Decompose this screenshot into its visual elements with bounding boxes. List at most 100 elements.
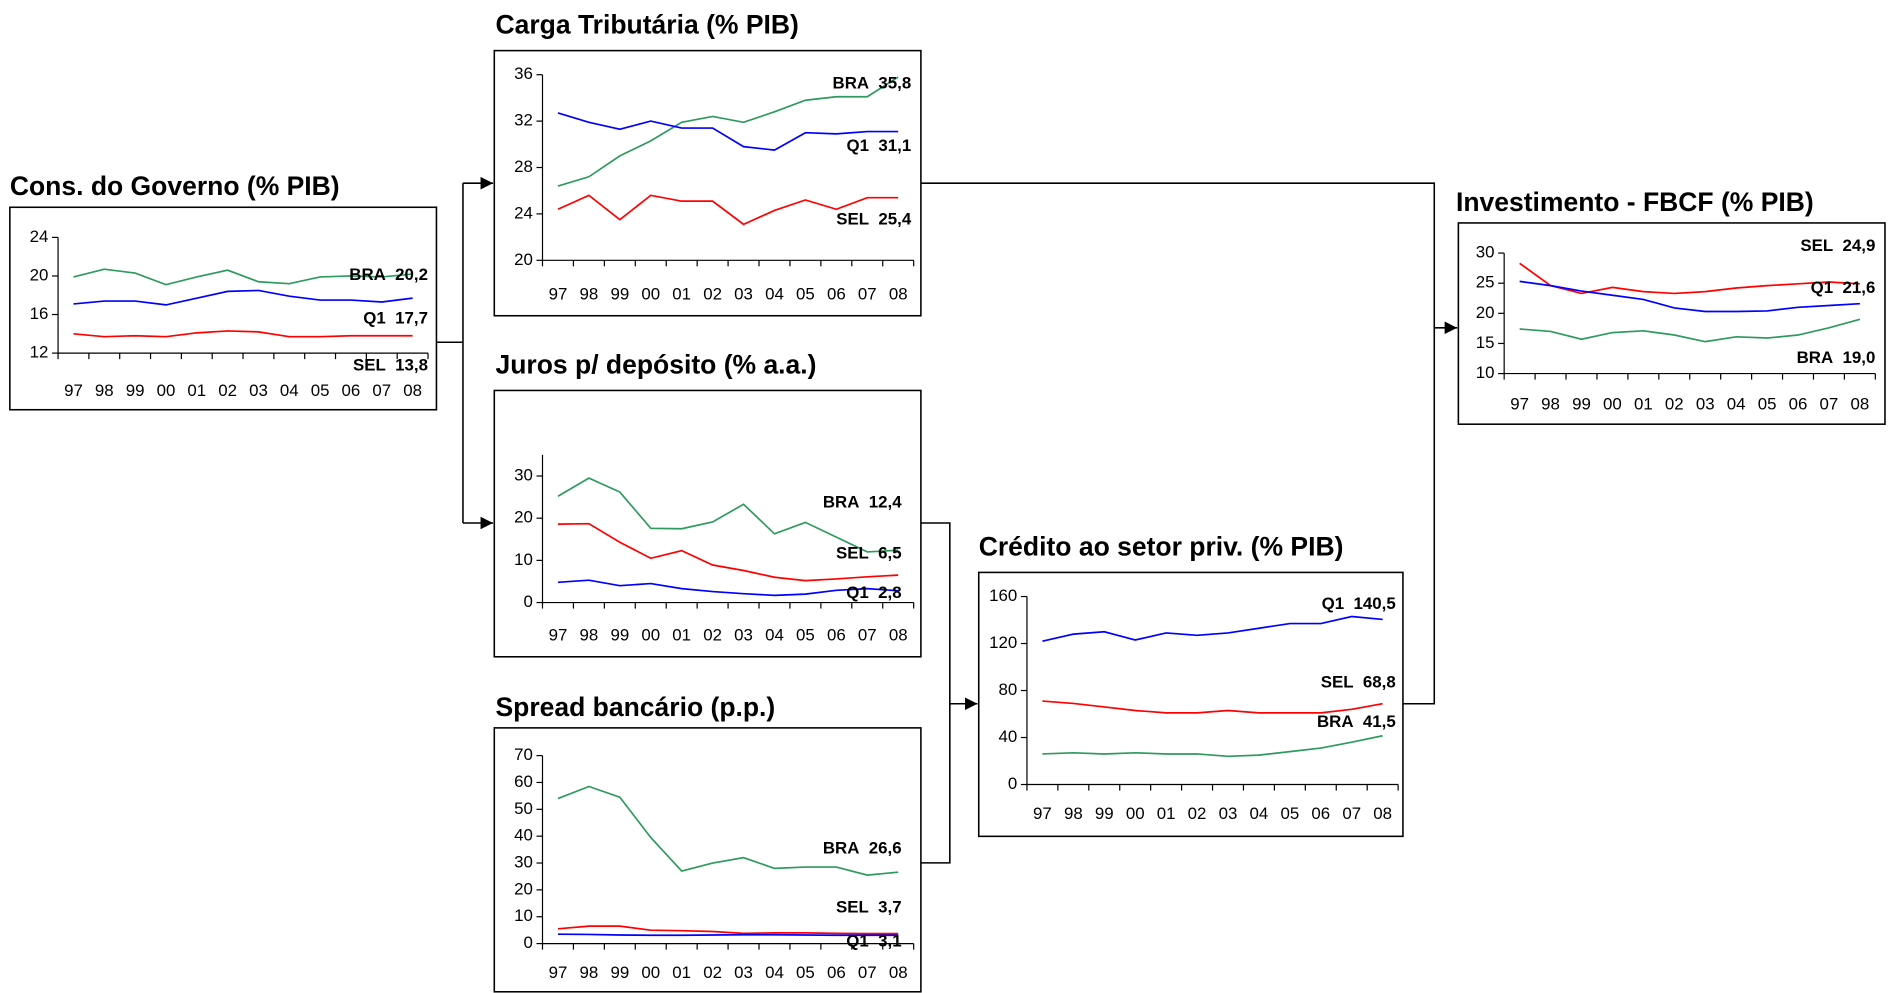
x-tick-label: 98: [580, 285, 599, 304]
x-tick-label: 99: [610, 285, 629, 304]
y-tick-label: 30: [1476, 243, 1495, 262]
series-name: SEL: [1321, 673, 1354, 692]
value-label: 140,5: [1354, 594, 1396, 613]
x-tick-label: 02: [703, 963, 722, 982]
x-tick-label: 02: [703, 626, 722, 645]
value-label: 3,1: [878, 932, 901, 951]
series-line: [1042, 734, 1383, 758]
series-line: [557, 785, 899, 876]
x-tick-label: 03: [734, 285, 753, 304]
x-tick-label: 99: [610, 626, 629, 645]
x-tick-label: 05: [796, 285, 815, 304]
x-tick-label: 98: [580, 963, 599, 982]
y-tick-label: 12: [30, 343, 49, 362]
value-label: 25,4: [878, 210, 911, 229]
end-label: SEL 3,7: [836, 898, 902, 917]
x-tick-label: 08: [403, 381, 422, 400]
series-line: [1042, 700, 1383, 714]
series-name: Q1: [846, 932, 869, 951]
x-tick-label: 06: [342, 381, 361, 400]
series-line: [73, 268, 413, 286]
end-label: BRA 12,4: [823, 493, 902, 512]
value-label: 31,1: [878, 136, 911, 155]
x-tick-label: 05: [311, 381, 330, 400]
y-tick-label: 20: [30, 265, 49, 284]
value-label: 12,4: [869, 493, 902, 512]
series-name: BRA: [1797, 349, 1834, 368]
end-label: SEL 68,8: [1321, 673, 1396, 692]
y-tick-label: 0: [523, 933, 532, 952]
y-tick-label: 60: [514, 772, 533, 791]
x-tick-label: 00: [641, 285, 660, 304]
x-tick-label: 00: [641, 626, 660, 645]
y-tick-label: 0: [1008, 774, 1017, 793]
y-tick-label: 50: [514, 799, 533, 818]
connector: [920, 522, 951, 864]
series-name: SEL: [353, 356, 386, 375]
y-tick-label: 30: [514, 852, 533, 871]
y-tick-label: 40: [999, 727, 1018, 746]
x-tick-label: 06: [1311, 804, 1330, 823]
end-label: BRA 35,8: [833, 74, 912, 93]
y-tick-label: 25: [1476, 273, 1495, 292]
x-tick-label: 02: [703, 285, 722, 304]
x-tick-label: 97: [64, 381, 83, 400]
value-label: 68,8: [1363, 673, 1396, 692]
end-label: BRA 19,0: [1797, 349, 1876, 368]
x-tick-label: 03: [1219, 804, 1238, 823]
x-tick-label: 03: [734, 963, 753, 982]
end-label: Q1 3,1: [846, 932, 901, 951]
x-tick-label: 97: [1033, 804, 1052, 823]
series-line: [557, 579, 899, 597]
chart-title: Cons. do Governo (% PIB): [10, 171, 340, 201]
x-tick-label: 04: [1727, 394, 1746, 413]
series-name: SEL: [1800, 236, 1833, 255]
x-tick-label: 99: [1095, 804, 1114, 823]
x-tick-label: 05: [1280, 804, 1299, 823]
chart-panel: [1457, 222, 1886, 425]
y-tick-label: 24: [30, 227, 49, 246]
series-line: [557, 194, 899, 226]
x-tick-label: 00: [1603, 394, 1622, 413]
series-name: SEL: [836, 544, 869, 563]
x-tick-label: 01: [1157, 804, 1176, 823]
end-label: Q1 31,1: [847, 136, 912, 155]
end-label: SEL 6,5: [836, 544, 902, 563]
x-tick-label: 07: [858, 626, 877, 645]
series-line: [1042, 615, 1383, 642]
series-name: BRA: [823, 493, 860, 512]
y-tick-label: 70: [514, 745, 533, 764]
series-name: BRA: [833, 74, 870, 93]
end-label: SEL 13,8: [353, 356, 428, 375]
series-line: [557, 925, 899, 935]
x-tick-label: 06: [827, 963, 846, 982]
chart: Crédito ao setor priv. (% PIB)0408012016…: [977, 532, 1404, 838]
series-name: BRA: [1317, 713, 1354, 732]
series-line: [557, 477, 899, 553]
y-tick-label: 20: [514, 508, 533, 527]
series-line: [1519, 280, 1860, 313]
x-tick-label: 01: [672, 285, 691, 304]
x-tick-label: 01: [187, 381, 206, 400]
value-label: 35,8: [878, 74, 911, 93]
x-tick-label: 07: [858, 963, 877, 982]
value-label: 2,8: [878, 584, 901, 603]
y-tick-label: 10: [514, 550, 533, 569]
value-label: 26,6: [869, 839, 902, 858]
connectors: [436, 176, 1458, 864]
y-tick-label: 28: [514, 157, 533, 176]
chart-title: Crédito ao setor priv. (% PIB): [979, 532, 1344, 562]
series-line: [557, 112, 899, 151]
x-tick-label: 03: [1696, 394, 1715, 413]
end-label: BRA 20,2: [349, 265, 428, 284]
y-tick-label: 0: [523, 592, 532, 611]
x-tick-label: 06: [1789, 394, 1808, 413]
series-name: BRA: [823, 839, 860, 858]
end-label: Q1 140,5: [1322, 594, 1396, 613]
x-tick-label: 99: [610, 963, 629, 982]
y-tick-label: 15: [1476, 333, 1495, 352]
y-tick-label: 32: [514, 111, 533, 130]
value-label: 21,6: [1843, 279, 1876, 298]
